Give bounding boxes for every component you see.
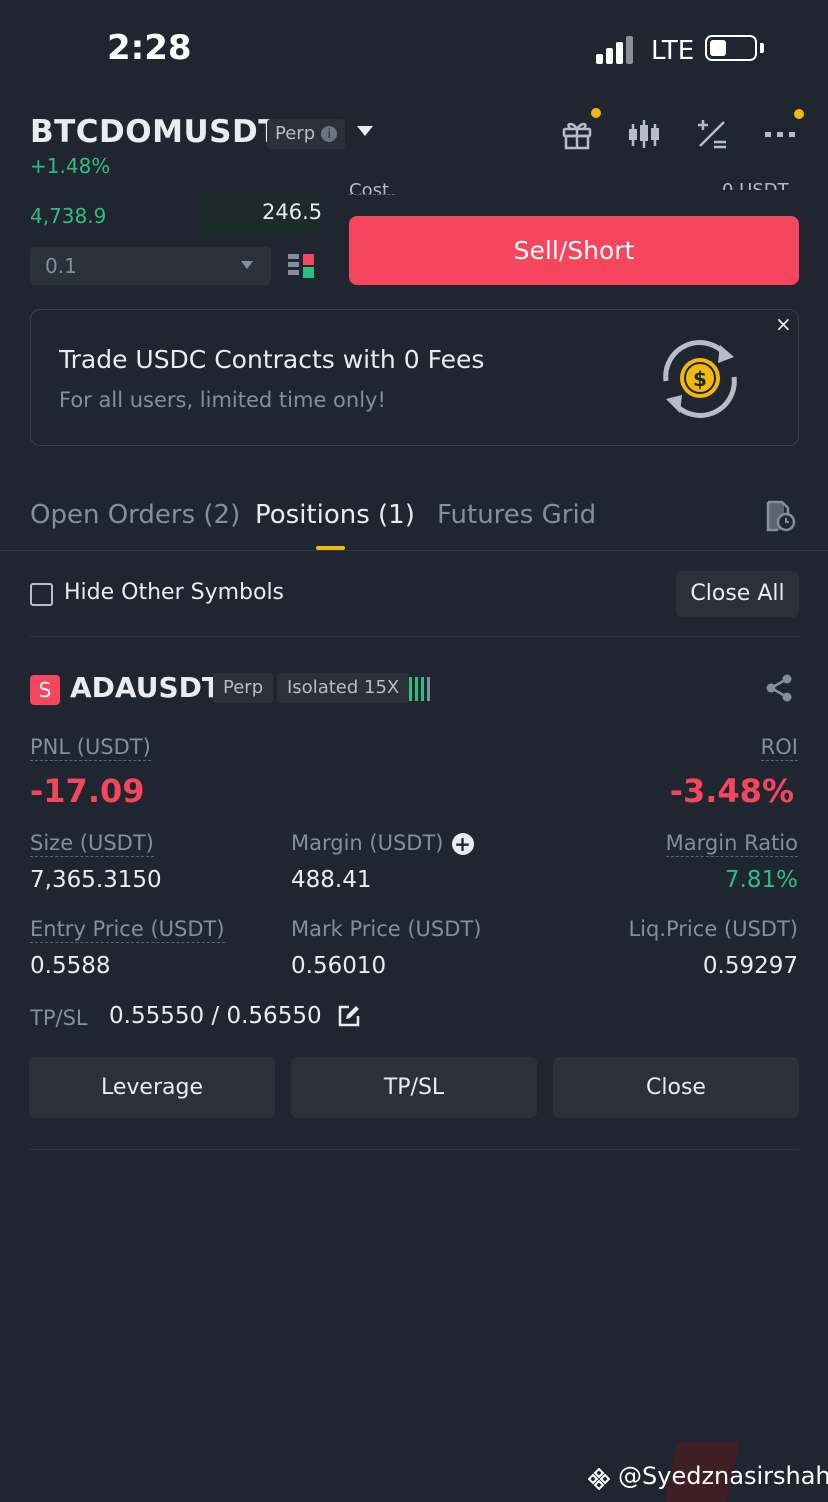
filters-divider: [30, 636, 799, 637]
cost-label-clipped: Cost: [349, 180, 395, 195]
contract-type-tag[interactable]: Perp i: [267, 119, 346, 149]
candlestick-chart-icon[interactable]: [626, 116, 662, 152]
close-position-button[interactable]: Close: [553, 1057, 799, 1118]
battery-tip: [760, 43, 764, 53]
gift-notification-dot: [591, 108, 601, 118]
entry-price-label[interactable]: Entry Price (USDT): [30, 917, 225, 943]
network-type: LTE: [651, 36, 695, 66]
position-contract-tag: Perp: [213, 673, 274, 703]
usdc-coin-icon: $: [663, 340, 737, 418]
liq-price-label: Liq.Price (USDT): [628, 917, 798, 941]
roi-value: -3.48%: [669, 772, 794, 810]
order-history-icon[interactable]: [764, 500, 796, 532]
short-side-badge: S: [30, 675, 60, 705]
margin-ratio-label[interactable]: Margin Ratio: [665, 831, 798, 857]
svg-text:$: $: [693, 367, 707, 391]
size-value: 7,365.3150: [30, 867, 162, 893]
entry-price-value: 0.5588: [30, 953, 111, 979]
orderbook-bid-qty: 246.5: [262, 200, 323, 224]
pnl-value: -17.09: [30, 772, 145, 810]
gift-icon[interactable]: [559, 116, 595, 152]
tab-open-orders[interactable]: Open Orders (2): [30, 500, 241, 530]
price-change: +1.48%: [30, 154, 111, 178]
info-icon[interactable]: i: [321, 126, 338, 142]
hide-other-symbols-checkbox[interactable]: [30, 583, 53, 606]
hide-other-symbols-label[interactable]: Hide Other Symbols: [64, 580, 285, 605]
tab-futures-grid[interactable]: Futures Grid: [437, 500, 597, 530]
percent-calculator-icon[interactable]: [694, 116, 730, 152]
size-label[interactable]: Size (USDT): [30, 831, 154, 857]
close-icon[interactable]: ×: [775, 312, 792, 336]
symbol-title[interactable]: BTCDOMUSDT: [30, 114, 280, 150]
promo-banner[interactable]: [30, 309, 799, 446]
card-divider: [30, 1149, 799, 1150]
watermark-handle: @Syedznasirshah: [618, 1462, 828, 1490]
mark-price-value: 0.56010: [291, 953, 387, 979]
symbol-dropdown-icon[interactable]: [357, 126, 373, 136]
promo-title: Trade USDC Contracts with 0 Fees: [59, 345, 485, 374]
margin-label: Margin (USDT): [291, 831, 444, 855]
risk-level-icon: [409, 677, 433, 701]
liq-price-value: 0.59297: [702, 953, 798, 979]
orderbook-bid-price[interactable]: 4,738.9: [30, 204, 107, 228]
margin-value: 488.41: [291, 867, 372, 893]
active-tab-indicator: [316, 546, 345, 550]
share-icon[interactable]: [764, 673, 794, 703]
tpsl-label: TP/SL: [30, 1006, 88, 1030]
position-symbol[interactable]: ADAUSDT: [70, 671, 221, 704]
more-notification-dot: [794, 109, 804, 119]
depth-precision-value: 0.1: [45, 254, 77, 278]
roi-label[interactable]: ROI: [760, 735, 798, 761]
pnl-label[interactable]: PNL (USDT): [30, 735, 151, 761]
status-time: 2:28: [107, 28, 192, 68]
sell-short-button[interactable]: Sell/Short: [349, 216, 799, 285]
cost-value-clipped: 0 USDT: [722, 180, 798, 190]
tabs-divider: [0, 550, 828, 551]
add-margin-icon[interactable]: +: [451, 833, 474, 855]
signal-strength-icon: [596, 36, 642, 64]
tab-positions[interactable]: Positions (1): [255, 500, 415, 530]
battery-icon: [705, 35, 757, 61]
tpsl-value: 0.55550 / 0.56550: [109, 1003, 322, 1029]
mark-price-label: Mark Price (USDT): [291, 917, 482, 941]
tpsl-button[interactable]: TP/SL: [291, 1057, 537, 1118]
contract-type-label: Perp: [275, 123, 316, 144]
promo-subtitle: For all users, limited time only!: [59, 388, 386, 412]
orderbook-layout-icon[interactable]: [287, 252, 315, 280]
close-all-button[interactable]: Close All: [676, 571, 799, 617]
leverage-button[interactable]: Leverage: [29, 1057, 275, 1118]
more-icon[interactable]: [762, 116, 798, 152]
margin-mode-tag[interactable]: Isolated 15X: [277, 673, 410, 703]
margin-ratio-value: 7.81%: [724, 867, 798, 893]
depth-precision-select[interactable]: [30, 247, 271, 285]
binance-logo-icon: [588, 1468, 610, 1490]
orderbook-depth-bar: [201, 193, 321, 235]
edit-icon[interactable]: [337, 1004, 361, 1028]
chevron-down-icon[interactable]: [241, 261, 253, 269]
